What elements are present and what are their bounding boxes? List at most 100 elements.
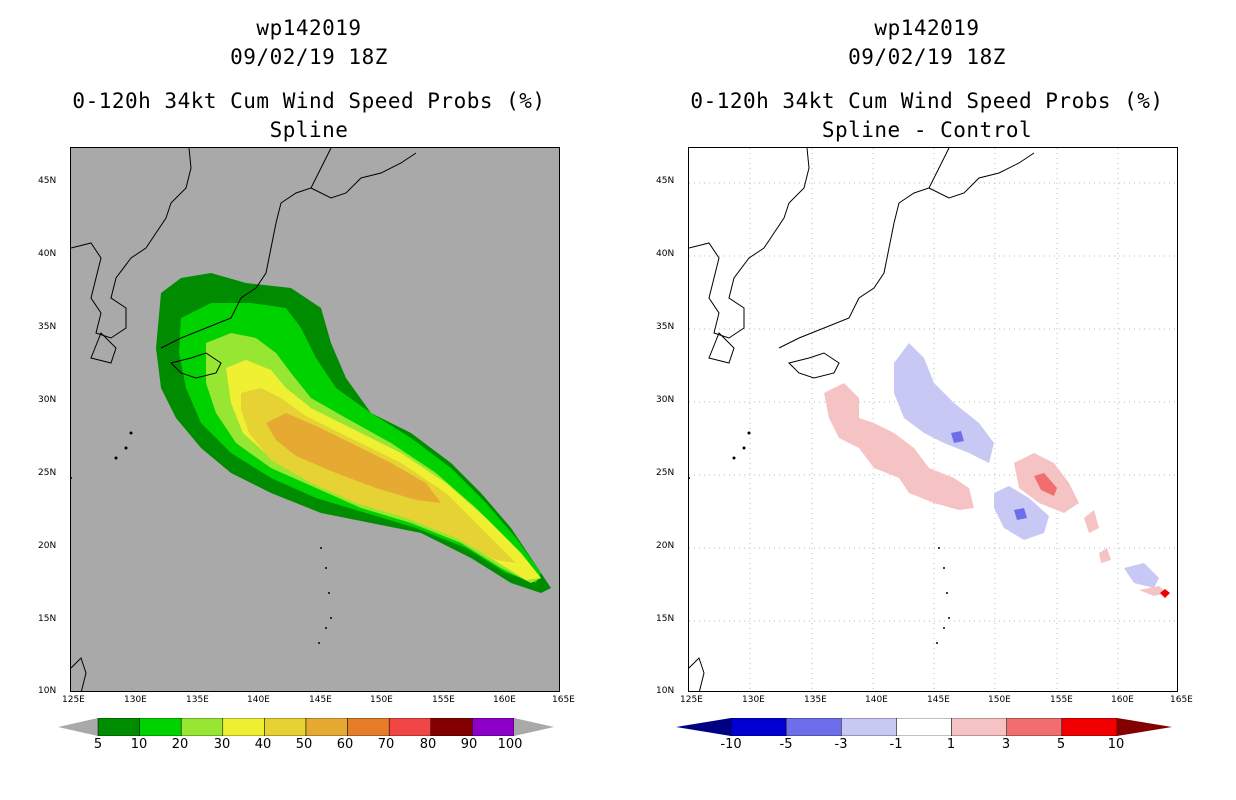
cbar-label: 40 bbox=[254, 737, 272, 752]
lon-label: 125E bbox=[62, 695, 85, 705]
cbar-under-arrow bbox=[676, 718, 731, 736]
cbar-label: 70 bbox=[377, 737, 395, 752]
lon-label: 135E bbox=[804, 695, 827, 705]
diff-pos-patch-3 bbox=[1084, 510, 1099, 533]
cbar-cell bbox=[785, 718, 842, 736]
right-storm-id: wp142019 bbox=[874, 16, 980, 40]
cbar-label: -10 bbox=[720, 737, 742, 752]
left-map bbox=[70, 147, 560, 692]
lon-label: 165E bbox=[1170, 695, 1193, 705]
lat-label: 40N bbox=[656, 249, 675, 259]
left-subtitle: Spline bbox=[269, 118, 349, 142]
diff-pos-patch-1 bbox=[824, 383, 974, 510]
cbar-label: 1 bbox=[946, 737, 956, 752]
cbar-label: 100 bbox=[497, 737, 523, 752]
lon-label: 165E bbox=[552, 695, 575, 705]
lat-label: 45N bbox=[656, 176, 675, 186]
right-colorbar bbox=[676, 718, 1172, 736]
lat-label: 35N bbox=[38, 322, 57, 332]
right-product-title: 0-120h 34kt Cum Wind Speed Probs (%) bbox=[690, 89, 1164, 113]
cbar-label: -5 bbox=[779, 737, 793, 752]
lat-label: 20N bbox=[38, 541, 57, 551]
cbar-cell bbox=[347, 718, 390, 736]
left-map-svg bbox=[71, 148, 551, 691]
lat-label: 25N bbox=[38, 468, 57, 478]
prob-50 bbox=[266, 413, 441, 503]
left-date: 09/02/19 18Z bbox=[230, 45, 388, 69]
cbar-over-arrow bbox=[514, 718, 554, 736]
right-subtitle: Spline - Control bbox=[821, 118, 1033, 142]
left-storm-id: wp142019 bbox=[256, 16, 362, 40]
left-product-title: 0-120h 34kt Cum Wind Speed Probs (%) bbox=[72, 89, 546, 113]
cbar-cell bbox=[841, 718, 897, 736]
cbar-cell bbox=[951, 718, 1007, 736]
cbar-label: 10 bbox=[1107, 737, 1125, 752]
coastlines bbox=[689, 148, 1035, 691]
lon-label: 125E bbox=[680, 695, 703, 705]
lon-label: 160E bbox=[1111, 695, 1134, 705]
cbar-cell bbox=[1061, 718, 1118, 736]
lat-label: 10N bbox=[656, 686, 675, 696]
diff-pos-patch-4 bbox=[1099, 548, 1111, 563]
lat-label: 30N bbox=[656, 395, 675, 405]
lat-label: 45N bbox=[38, 176, 57, 186]
lon-label: 130E bbox=[124, 695, 147, 705]
lon-label: 130E bbox=[742, 695, 765, 705]
lat-label: 20N bbox=[656, 541, 675, 551]
cbar-label: 5 bbox=[93, 737, 103, 752]
cbar-over-arrow bbox=[1117, 718, 1172, 736]
diff-pos-max bbox=[1160, 589, 1170, 598]
cbar-label: 80 bbox=[419, 737, 437, 752]
lon-label: 160E bbox=[493, 695, 516, 705]
lat-label: 25N bbox=[656, 468, 675, 478]
cbar-label: 20 bbox=[171, 737, 189, 752]
lon-label: 145E bbox=[309, 695, 332, 705]
lon-label: 140E bbox=[865, 695, 888, 705]
diff-pos-spot-1 bbox=[1034, 473, 1057, 496]
lat-label: 15N bbox=[656, 614, 675, 624]
cbar-cell bbox=[139, 718, 182, 736]
lon-label: 155E bbox=[432, 695, 455, 705]
right-panel: wp142019 09/02/19 18Z 0-120h 34kt Cum Wi… bbox=[618, 0, 1236, 800]
lon-label: 150E bbox=[988, 695, 1011, 705]
cbar-cell bbox=[472, 718, 515, 736]
cbar-label: 60 bbox=[336, 737, 354, 752]
right-date: 09/02/19 18Z bbox=[848, 45, 1006, 69]
lon-label: 150E bbox=[370, 695, 393, 705]
islands bbox=[71, 431, 332, 644]
cbar-label: 30 bbox=[213, 737, 231, 752]
cbar-cell bbox=[97, 718, 140, 736]
cbar-cell bbox=[1006, 718, 1063, 736]
diff-neg-spot-2 bbox=[1014, 508, 1027, 520]
cbar-label: 3 bbox=[1001, 737, 1011, 752]
cbar-under-arrow bbox=[58, 718, 98, 736]
cbar-cell bbox=[180, 718, 224, 736]
right-map bbox=[688, 147, 1178, 692]
lon-label: 155E bbox=[1050, 695, 1073, 705]
islands bbox=[689, 431, 950, 644]
cbar-label: 5 bbox=[1056, 737, 1066, 752]
lat-label: 10N bbox=[38, 686, 57, 696]
diff-neg-patch-3 bbox=[1124, 563, 1159, 588]
cbar-cell bbox=[222, 718, 265, 736]
diff-neg-spot-1 bbox=[951, 431, 964, 443]
lat-label: 40N bbox=[38, 249, 57, 259]
cbar-label: 50 bbox=[295, 737, 313, 752]
cbar-cell bbox=[264, 718, 307, 736]
left-colorbar bbox=[58, 718, 554, 736]
lon-label: 135E bbox=[186, 695, 209, 705]
cbar-cell bbox=[430, 718, 473, 736]
diff-pos-patch-5 bbox=[1139, 586, 1167, 596]
cbar-cell bbox=[730, 718, 787, 736]
right-map-svg bbox=[689, 148, 1177, 691]
cbar-cell bbox=[305, 718, 348, 736]
cbar-cell bbox=[388, 718, 432, 736]
lon-label: 140E bbox=[247, 695, 270, 705]
diff-neg-patch-1 bbox=[894, 343, 994, 463]
cbar-cell bbox=[896, 718, 952, 736]
lon-label: 145E bbox=[927, 695, 950, 705]
cbar-label: -1 bbox=[889, 737, 903, 752]
lat-label: 15N bbox=[38, 614, 57, 624]
cbar-label: -3 bbox=[834, 737, 848, 752]
coastlines bbox=[71, 148, 417, 691]
